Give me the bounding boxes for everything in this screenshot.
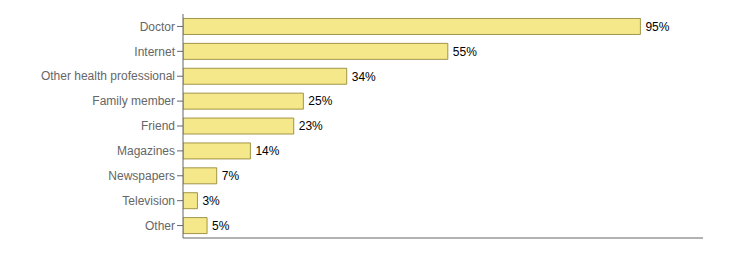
svg-text:7%: 7%: [222, 169, 240, 183]
svg-text:Other health professional: Other health professional: [41, 69, 175, 83]
svg-text:Internet: Internet: [134, 45, 175, 59]
svg-text:14%: 14%: [255, 144, 279, 158]
svg-text:Family member: Family member: [92, 94, 175, 108]
svg-text:95%: 95%: [645, 20, 669, 34]
svg-text:5%: 5%: [212, 219, 230, 233]
svg-text:Magazines: Magazines: [117, 144, 175, 158]
svg-text:Television: Television: [122, 194, 175, 208]
svg-text:Other: Other: [145, 219, 175, 233]
svg-text:23%: 23%: [299, 119, 323, 133]
svg-text:25%: 25%: [308, 94, 332, 108]
svg-text:55%: 55%: [453, 45, 477, 59]
svg-text:3%: 3%: [202, 194, 220, 208]
svg-text:Friend: Friend: [141, 119, 175, 133]
svg-text:Doctor: Doctor: [140, 20, 175, 34]
svg-text:34%: 34%: [352, 70, 376, 84]
svg-text:Newspapers: Newspapers: [108, 169, 175, 183]
